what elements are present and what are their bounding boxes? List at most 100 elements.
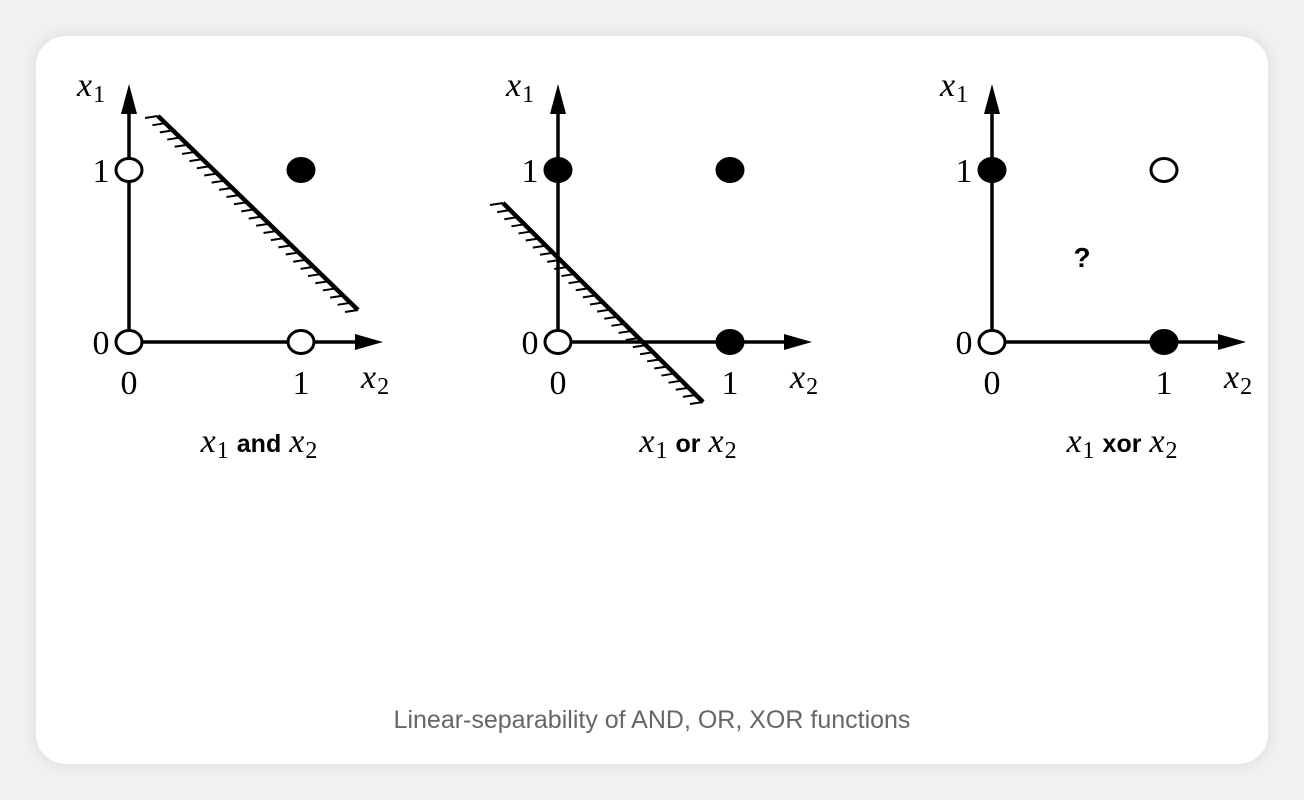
panel-label-left-var: x xyxy=(1065,423,1081,460)
open-point xyxy=(114,329,144,355)
panel-label-op: xor xyxy=(1103,430,1142,458)
question-mark: ? xyxy=(1073,242,1090,273)
panel-label-right-var: x xyxy=(1148,423,1164,460)
x2-tick-1: 1 xyxy=(293,365,310,402)
panel-label-op: or xyxy=(676,430,701,458)
x2-axis-label: x2 xyxy=(360,359,389,400)
x1-arrowhead-icon xyxy=(550,84,566,114)
hatch-mark xyxy=(539,251,554,256)
hatch-mark xyxy=(546,258,561,263)
x2-axis-label: x2 xyxy=(1223,359,1252,400)
hatched-separator-line xyxy=(489,201,705,405)
x2-arrowhead-icon xyxy=(1218,334,1246,350)
hatch-mark xyxy=(204,172,218,177)
panel-label-right-sub: 2 xyxy=(305,438,317,464)
hatch-mark xyxy=(504,216,518,221)
x1-axis-label-sub: 1 xyxy=(93,82,105,108)
hatch-mark xyxy=(285,251,299,256)
x1-tick-1: 1 xyxy=(956,153,973,190)
filled-point xyxy=(543,157,573,183)
x1-axis-label-var: x xyxy=(76,67,92,104)
hatch-mark xyxy=(604,315,618,320)
open-point xyxy=(114,157,144,183)
hatch-mark xyxy=(611,322,625,327)
open-point xyxy=(977,329,1007,355)
hatch-mark xyxy=(582,294,597,299)
x1-tick-1: 1 xyxy=(522,153,539,190)
panel-label-op: and xyxy=(237,430,281,458)
hatch-mark xyxy=(568,280,582,285)
x1-axis-label-var: x xyxy=(505,67,521,104)
hatch-mark xyxy=(682,393,697,398)
hatch-mark xyxy=(152,122,166,127)
filled-point xyxy=(977,157,1007,183)
hatch-mark xyxy=(196,165,211,170)
hatch-mark xyxy=(211,179,225,184)
panel-label: x1 and x2 xyxy=(200,423,318,464)
separator-line xyxy=(156,114,360,312)
x1-axis-label-var: x xyxy=(939,67,955,104)
filled-point xyxy=(715,157,745,183)
hatch-mark xyxy=(554,265,568,270)
hatch-mark xyxy=(489,202,504,206)
hatch-mark xyxy=(159,129,173,134)
filled-point xyxy=(286,157,316,183)
panel-label-left-sub: 1 xyxy=(217,438,229,464)
hatch-mark xyxy=(532,244,547,249)
x2-tick-1: 1 xyxy=(722,365,739,402)
hatch-mark xyxy=(218,186,233,191)
hatch-mark xyxy=(575,287,589,292)
hatch-mark xyxy=(255,222,270,227)
panel-label: x1 xor x2 xyxy=(1065,423,1177,464)
hatch-mark xyxy=(144,115,159,119)
hatch-mark xyxy=(596,308,611,313)
x2-tick-0: 0 xyxy=(121,365,138,402)
x1-arrowhead-icon xyxy=(121,84,137,114)
hatch-mark xyxy=(307,273,322,278)
hatch-mark xyxy=(278,244,292,249)
open-point xyxy=(543,329,573,355)
hatch-mark xyxy=(189,158,203,163)
x2-axis-label-var: x xyxy=(789,359,805,396)
figure-caption: Linear-separability of AND, OR, XOR func… xyxy=(393,706,911,734)
hatch-mark xyxy=(337,301,351,306)
hatch-mark xyxy=(496,209,511,214)
x2-arrowhead-icon xyxy=(784,334,812,350)
filled-point xyxy=(715,329,745,355)
hatch-mark xyxy=(654,365,668,370)
hatch-mark xyxy=(330,294,344,299)
hatch-mark xyxy=(226,194,240,199)
hatch-mark xyxy=(632,344,647,349)
x2-axis-label-var: x xyxy=(360,359,376,396)
hatch-mark xyxy=(315,280,329,285)
hatch-mark xyxy=(241,208,255,213)
x1-tick-1: 1 xyxy=(93,153,110,190)
x2-axis-label-sub: 2 xyxy=(806,374,818,400)
figure-card: x1 x2 0 1 0 1 x1 and x2 x1 x2 0 1 0 1 x1 or x2 x1 x2 0 1 0 1? x1… xyxy=(36,36,1268,764)
panel-label-left-sub: 1 xyxy=(1083,438,1095,464)
hatch-mark xyxy=(668,379,682,384)
x2-arrowhead-icon xyxy=(355,334,383,350)
hatch-mark xyxy=(589,301,604,306)
x2-axis-label-sub: 2 xyxy=(1240,374,1252,400)
hatch-mark xyxy=(646,358,661,363)
x2-axis-label: x2 xyxy=(789,359,818,400)
x1-axis-label: x1 xyxy=(939,67,968,108)
hatch-mark xyxy=(233,201,248,206)
hatch-mark xyxy=(167,136,181,141)
hatch-mark xyxy=(174,143,188,148)
x1-axis-label-sub: 1 xyxy=(956,82,968,108)
hatch-mark xyxy=(518,230,532,235)
hatch-mark xyxy=(625,337,639,342)
x1-tick-0: 0 xyxy=(956,325,973,362)
hatch-mark xyxy=(618,329,632,334)
x1-axis-label: x1 xyxy=(505,67,534,108)
hatch-mark xyxy=(689,401,704,405)
hatch-mark xyxy=(300,265,314,270)
hatch-mark xyxy=(675,386,689,391)
hatched-separator-line xyxy=(144,114,360,313)
panel-label-right-sub: 2 xyxy=(725,438,737,464)
